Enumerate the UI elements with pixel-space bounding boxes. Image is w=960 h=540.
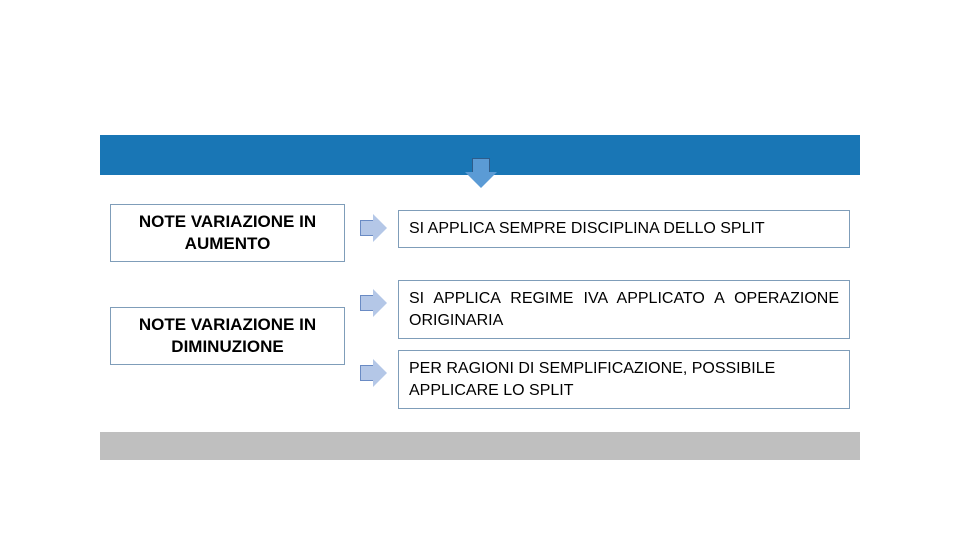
semplificazione-text: PER RAGIONI DI SEMPLIFICAZIONE, POSSIBIL… xyxy=(409,360,775,399)
semplificazione-box: PER RAGIONI DI SEMPLIFICAZIONE, POSSIBIL… xyxy=(398,350,850,409)
split-sempre-text: SI APPLICA SEMPRE DISCIPLINA DELLO SPLIT xyxy=(409,220,765,237)
note-aumento-label: NOTE VARIAZIONE IN AUMENTO xyxy=(139,212,316,253)
note-diminuzione-label: NOTE VARIAZIONE IN DIMINUZIONE xyxy=(139,315,316,356)
arrow-right-icon xyxy=(360,287,390,317)
note-diminuzione-box: NOTE VARIAZIONE IN DIMINUZIONE xyxy=(110,307,345,365)
regime-iva-box: SI APPLICA REGIME IVA APPLICATO A OPERAZ… xyxy=(398,280,850,339)
split-sempre-box: SI APPLICA SEMPRE DISCIPLINA DELLO SPLIT xyxy=(398,210,850,248)
note-aumento-box: NOTE VARIAZIONE IN AUMENTO xyxy=(110,204,345,262)
footer-bar xyxy=(100,432,860,460)
regime-iva-text: SI APPLICA REGIME IVA APPLICATO A OPERAZ… xyxy=(409,290,839,329)
arrow-right-icon xyxy=(360,357,390,387)
arrow-right-icon xyxy=(360,212,390,242)
